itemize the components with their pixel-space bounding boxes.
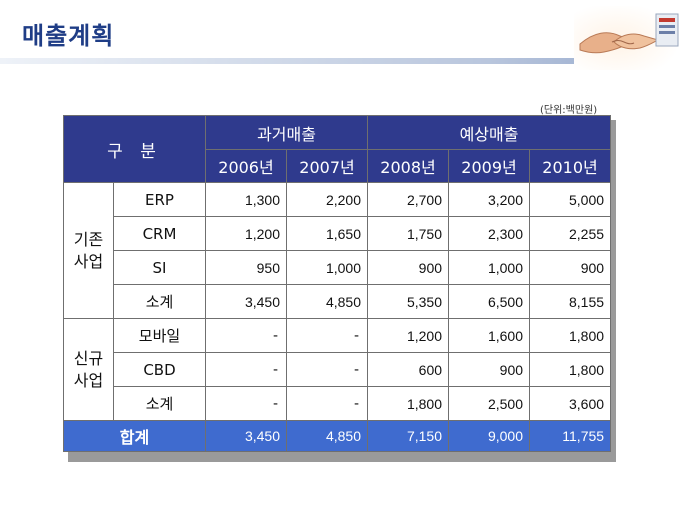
cell-value: 2,300 (448, 216, 531, 251)
cell-value: 1,800 (367, 386, 450, 421)
header-year: 2009년 (448, 149, 531, 183)
group-label-text: 신규 사업 (73, 348, 104, 390)
total-value: 11,755 (529, 420, 612, 452)
cell-value: 1,600 (448, 318, 531, 353)
title-underline-band (0, 58, 610, 64)
header-year: 2008년 (367, 149, 450, 183)
cell-value: 900 (529, 250, 612, 285)
handshake-icon (574, 6, 680, 70)
cell-value: 1,650 (285, 216, 369, 251)
row-item: 소계 (113, 284, 206, 319)
cell-value: 2,200 (285, 182, 369, 217)
row-item: 소계 (113, 386, 206, 421)
cell-value: 1,200 (367, 318, 450, 353)
cell-value: 1,800 (529, 318, 612, 353)
cell-value: 1,200 (205, 216, 287, 251)
cell-value: 6,500 (448, 284, 531, 319)
cell-value: 3,600 (529, 386, 612, 421)
cell-value: - (285, 318, 369, 353)
cell-value: - (285, 352, 369, 387)
cell-value: 1,800 (529, 352, 612, 387)
cell-value: 3,200 (448, 182, 531, 217)
row-item: CBD (113, 352, 206, 387)
unit-label: (단위:백만원) (540, 105, 598, 116)
table-row: CRM 1,200 1,650 1,750 2,300 2,255 (64, 216, 612, 251)
group-label-text: 기존 사업 (73, 229, 104, 271)
header-row-groups: 구 분 과거매출 예상매출 (63, 115, 612, 183)
cell-value: 950 (205, 250, 287, 285)
cell-value: 2,700 (367, 182, 450, 217)
header-year: 2007년 (285, 149, 369, 183)
total-value: 3,450 (205, 420, 287, 452)
total-value: 9,000 (448, 420, 531, 452)
header-year: 2010년 (529, 149, 612, 183)
cell-value: 1,000 (448, 250, 531, 285)
cell-value: 1,300 (205, 182, 287, 217)
cell-value: 4,850 (285, 284, 369, 319)
row-item: CRM (113, 216, 206, 251)
row-item: SI (113, 250, 206, 285)
cell-value: 900 (448, 352, 531, 387)
row-item: ERP (113, 182, 206, 217)
cell-value: - (205, 352, 287, 387)
header-forecast-sales: 예상매출 (367, 115, 612, 150)
cell-value: - (205, 386, 287, 421)
cell-value: 3,450 (205, 284, 287, 319)
table-row: 소계 3,450 4,850 5,350 6,500 8,155 (64, 284, 612, 319)
cell-value: - (285, 386, 369, 421)
table-row: SI 950 1,000 900 1,000 900 (64, 250, 612, 285)
table-row: 소계 - - 1,800 2,500 3,600 (64, 386, 612, 421)
table-row: CBD - - 600 900 1,800 (64, 352, 612, 387)
row-item: 모바일 (113, 318, 206, 353)
header-year: 2006년 (205, 149, 287, 183)
cell-value: 8,155 (529, 284, 612, 319)
cell-value: 2,500 (448, 386, 531, 421)
group-label: 기존 사업 (63, 182, 114, 319)
table-row: 신규 사업 모바일 - - 1,200 1,600 1,800 (63, 318, 612, 421)
total-value: 7,150 (367, 420, 450, 452)
cell-value: - (205, 318, 287, 353)
header-past-sales: 과거매출 (204, 115, 369, 150)
cell-value: 1,000 (285, 250, 369, 285)
header-row-years: 2006년 2007년 2008년 2009년 2010년 (64, 149, 612, 183)
total-value: 4,850 (285, 420, 369, 452)
page-title: 매출계획 (22, 22, 115, 50)
total-row: 합계 3,450 4,850 7,150 9,000 11,755 (63, 420, 612, 452)
cell-value: 600 (367, 352, 450, 387)
cell-value: 5,350 (367, 284, 450, 319)
cell-value: 5,000 (529, 182, 612, 217)
group-label: 신규 사업 (63, 318, 114, 421)
table-row: 기존 사업 ERP 1,300 2,200 2,700 3,200 5,000 (63, 182, 612, 319)
cell-value: 1,750 (367, 216, 450, 251)
sales-plan-table: 구 분 과거매출 예상매출 2006년 2007년 2008년 2009년 20… (63, 115, 612, 452)
cell-value: 900 (367, 250, 450, 285)
total-label: 합계 (63, 420, 206, 452)
cell-value: 2,255 (529, 216, 612, 251)
header-category: 구 분 (63, 115, 206, 183)
